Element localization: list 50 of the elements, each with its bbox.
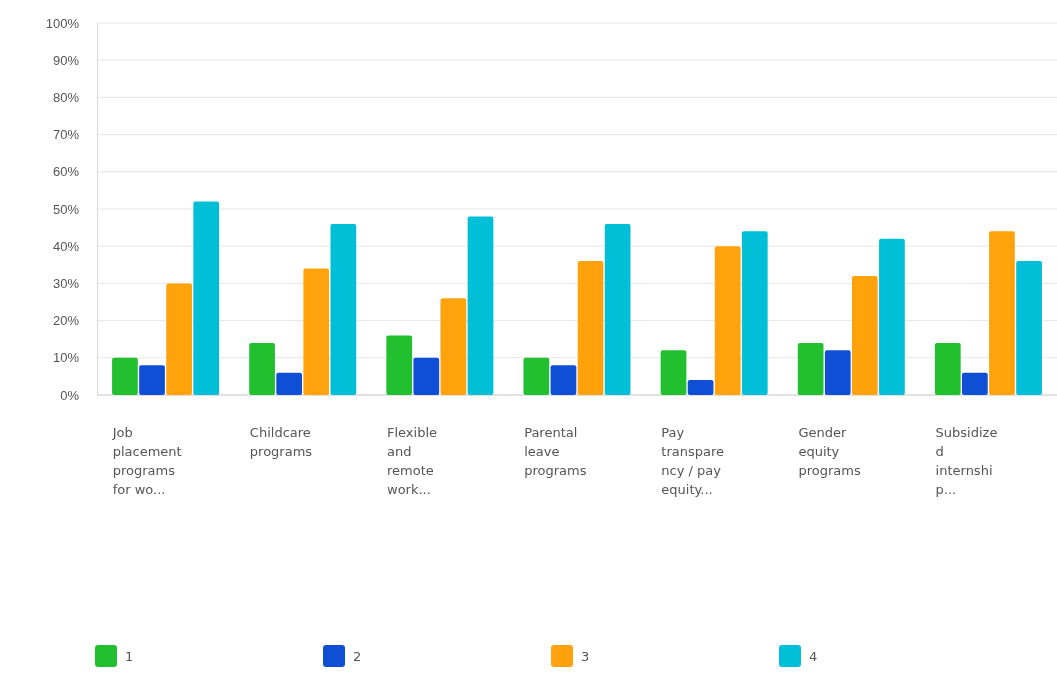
bar	[303, 268, 330, 395]
y-tick-label: 50%	[52, 201, 80, 217]
x-tick-label: Flexible and remote work...	[387, 425, 438, 497]
bar	[879, 238, 905, 395]
y-tick-label: 90%	[52, 52, 80, 68]
bar	[687, 380, 714, 395]
bar	[604, 223, 631, 395]
bar	[741, 231, 768, 395]
bar	[714, 246, 741, 395]
y-tick-label: 30%	[52, 276, 80, 292]
bar	[660, 350, 687, 395]
bar	[1016, 261, 1042, 395]
x-tick-label: Parental leave programs	[524, 425, 587, 478]
bar	[851, 275, 878, 395]
bar	[112, 357, 138, 395]
bar	[989, 231, 1015, 395]
y-tick-label: 10%	[52, 350, 80, 366]
y-tick-label: 0%	[60, 387, 80, 403]
bar	[440, 298, 467, 395]
bar	[413, 357, 440, 395]
bar	[523, 357, 550, 395]
legend-label: 4	[809, 649, 818, 664]
bar	[139, 365, 165, 395]
bar	[249, 342, 275, 395]
y-tick-label: 100%	[45, 15, 80, 31]
y-tick-label: 80%	[52, 90, 80, 106]
bar	[934, 342, 961, 395]
legend-label: 3	[581, 649, 590, 664]
bar	[193, 201, 220, 395]
legend-label: 1	[125, 649, 134, 664]
x-tick-label: Childcare programs	[249, 425, 313, 459]
bar	[577, 261, 604, 395]
bar	[962, 372, 988, 395]
x-tick-label: Gender equity programs	[798, 425, 861, 478]
x-tick-label: Subsidized internship...	[935, 425, 998, 497]
y-tick-label: 40%	[52, 238, 80, 254]
bar	[386, 335, 413, 395]
x-tick-label: Job placement programs for wo...	[111, 425, 182, 497]
y-tick-label: 60%	[52, 164, 80, 180]
bar	[550, 365, 577, 395]
y-tick-label: 70%	[52, 127, 80, 143]
bar	[276, 372, 303, 395]
bar	[467, 216, 494, 395]
legend-label: 2	[353, 649, 362, 664]
bar	[824, 350, 851, 395]
x-tick-label: Pay transparency / pay equity...	[661, 425, 724, 497]
bar	[166, 283, 192, 395]
bar	[797, 342, 824, 395]
y-tick-label: 20%	[52, 313, 80, 329]
bar	[330, 223, 357, 395]
